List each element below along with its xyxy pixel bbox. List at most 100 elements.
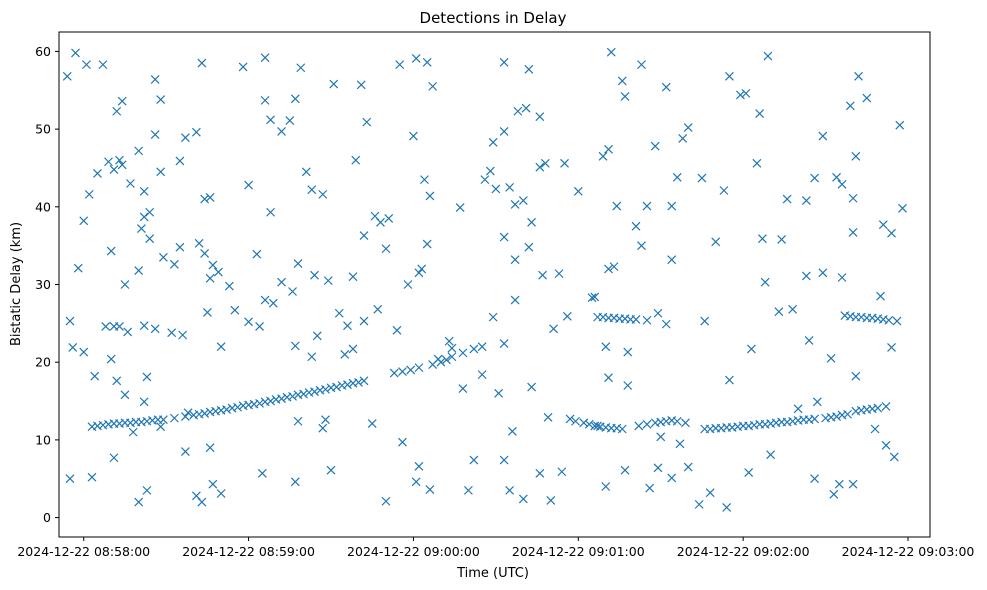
data-point — [115, 322, 124, 331]
data-point — [887, 228, 896, 238]
data-point — [711, 237, 721, 247]
data-point — [244, 317, 254, 327]
data-point — [837, 179, 847, 189]
data-point — [777, 235, 787, 244]
data-point — [175, 242, 185, 252]
data-point — [763, 51, 773, 61]
data-point — [623, 381, 633, 390]
data-point — [425, 485, 435, 495]
data-point — [510, 295, 520, 305]
data-point — [169, 259, 179, 269]
data-point — [348, 272, 358, 282]
data-point — [134, 497, 144, 507]
data-point — [521, 103, 531, 113]
data-point — [505, 485, 515, 495]
data-point — [266, 207, 275, 217]
data-point — [810, 173, 820, 183]
y-tick-label: 50 — [35, 122, 51, 137]
data-point — [477, 370, 487, 380]
data-point — [150, 324, 160, 334]
data-point — [117, 96, 127, 106]
data-point — [818, 131, 828, 141]
data-point — [216, 489, 226, 498]
data-point — [180, 133, 190, 143]
data-point — [156, 95, 166, 105]
x-tick-label: 2024-12-22 09:03:00 — [842, 544, 975, 559]
data-point — [818, 268, 828, 278]
data-point — [323, 276, 333, 286]
data-point — [499, 127, 509, 136]
data-point — [793, 404, 803, 414]
data-point — [584, 419, 594, 429]
x-axis-label: Time (UTC) — [456, 566, 529, 581]
data-point — [609, 262, 619, 272]
data-point — [288, 287, 297, 296]
data-point — [326, 465, 336, 475]
data-point — [348, 344, 358, 354]
y-axis: 0 10 20 30 40 50 60 — [35, 44, 59, 525]
data-point — [505, 182, 515, 192]
data-point — [414, 461, 424, 471]
data-point — [757, 234, 767, 244]
data-point — [527, 217, 537, 227]
data-point — [158, 415, 168, 425]
data-point — [79, 216, 89, 226]
y-tick-label: 40 — [35, 199, 51, 214]
data-point — [801, 196, 811, 206]
plot-frame — [58, 31, 931, 538]
data-point — [513, 106, 523, 116]
data-point — [139, 186, 149, 196]
data-point — [458, 348, 468, 358]
data-point — [422, 57, 432, 67]
data-point — [744, 468, 754, 477]
data-point — [832, 172, 842, 182]
data-point — [573, 186, 583, 196]
data-point — [128, 427, 138, 437]
data-point — [620, 465, 630, 475]
data-point — [233, 402, 243, 412]
data-point — [810, 414, 820, 424]
data-point — [488, 137, 498, 147]
data-point — [145, 234, 155, 244]
data-point — [238, 62, 248, 72]
data-point — [420, 175, 429, 185]
data-point — [90, 371, 100, 381]
data-point — [150, 74, 160, 84]
data-point — [65, 316, 75, 326]
data-point — [527, 382, 537, 392]
data-point — [343, 380, 352, 390]
data-point — [469, 344, 479, 354]
data-point — [167, 328, 177, 338]
data-point — [290, 477, 300, 487]
data-point — [411, 53, 421, 63]
data-point — [518, 494, 528, 504]
data-point — [642, 419, 652, 429]
data-point — [126, 179, 135, 188]
data-point — [667, 473, 677, 483]
data-point — [381, 244, 391, 254]
data-point — [318, 423, 328, 433]
data-point — [389, 368, 399, 378]
data-point — [898, 203, 907, 213]
data-point — [705, 488, 715, 498]
data-point — [560, 158, 569, 168]
data-point — [117, 160, 127, 170]
data-point — [565, 414, 575, 424]
data-point — [881, 402, 891, 411]
data-point — [230, 305, 240, 315]
data-point — [499, 57, 509, 67]
data-point — [329, 79, 339, 89]
data-point — [260, 53, 270, 63]
data-point — [441, 355, 451, 365]
data-point — [491, 184, 501, 194]
data-point — [510, 200, 520, 209]
data-point — [587, 293, 597, 303]
data-point — [826, 353, 836, 363]
data-point — [499, 455, 509, 465]
data-point — [645, 483, 655, 493]
data-point — [672, 172, 682, 182]
data-point — [524, 242, 534, 252]
data-point — [881, 440, 891, 450]
data-point — [683, 462, 693, 472]
data-point — [288, 391, 297, 401]
